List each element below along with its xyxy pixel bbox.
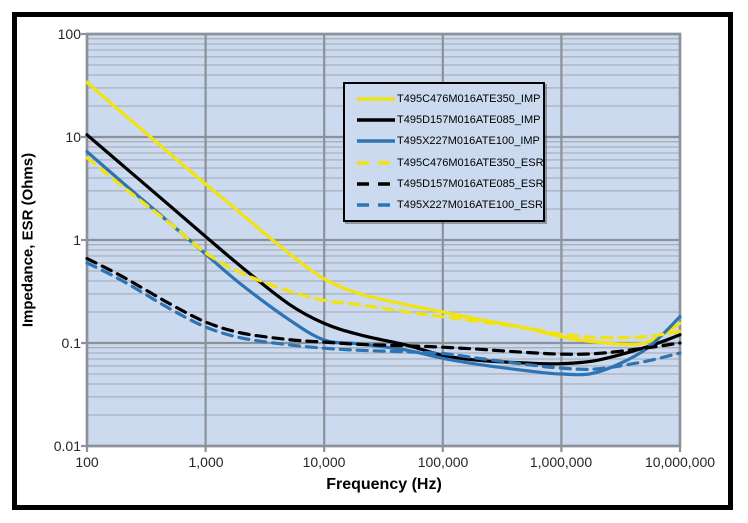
legend-item: T495C476M016ATE350_ESR <box>356 156 544 169</box>
series-T495X227M016ATE100_ESR <box>85 261 682 371</box>
y-axis-title: Impedance, ESR (Ohms) <box>19 152 37 328</box>
legend-label: T495X227M016ATE100_ESR <box>397 199 543 212</box>
y-tick-label: 1 <box>73 232 81 248</box>
y-tick-label: 100 <box>57 26 81 42</box>
x-tick-label: 10,000 <box>302 454 346 470</box>
legend-label: T495D157M016ATE085_IMP <box>397 113 541 126</box>
legend-label: T495C476M016ATE350_ESR <box>397 156 544 169</box>
legend-item: T495D157M016ATE085_ESR <box>356 177 544 190</box>
legend-label: T495C476M016ATE350_IMP <box>397 92 541 105</box>
y-tick-label: 0.01 <box>53 438 81 454</box>
legend-item: T495D157M016ATE085_IMP <box>356 114 541 126</box>
legend: T495C476M016ATE350_IMP T495D157M016ATE085… <box>343 82 545 222</box>
legend-item: T495X227M016ATE100_IMP <box>356 135 541 147</box>
series-T495D157M016ATE085_IMP <box>85 133 682 366</box>
legend-line-sample <box>357 139 395 144</box>
legend-line-sample <box>357 182 395 186</box>
series-T495D157M016ATE085_ESR <box>85 256 682 356</box>
x-tick-label: 10,000,000 <box>644 454 716 470</box>
x-tick-label: 100,000 <box>417 454 469 470</box>
legend-label: T495D157M016ATE085_ESR <box>397 177 544 190</box>
figure-border <box>12 12 733 510</box>
legend-line-sample <box>357 203 395 207</box>
legend-line-sample <box>357 96 395 101</box>
series-T495C476M016ATE350_IMP <box>85 80 682 346</box>
x-tick-label: 1,000,000 <box>529 454 593 470</box>
x-tick-label: 100 <box>75 454 99 470</box>
legend-item: T495X227M016ATE100_ESR <box>356 199 543 212</box>
legend-line-sample <box>357 160 395 165</box>
y-tick-label: 10 <box>65 129 81 145</box>
y-tick-label: 0.1 <box>61 335 81 351</box>
series-T495C476M016ATE350_ESR <box>85 156 682 340</box>
legend-label: T495X227M016ATE100_IMP <box>397 135 540 148</box>
legend-line-sample <box>357 118 395 122</box>
x-tick-label: 1,000 <box>188 454 224 470</box>
x-axis-title: Frequency (Hz) <box>326 476 442 493</box>
legend-item: T495C476M016ATE350_IMP <box>356 93 541 105</box>
